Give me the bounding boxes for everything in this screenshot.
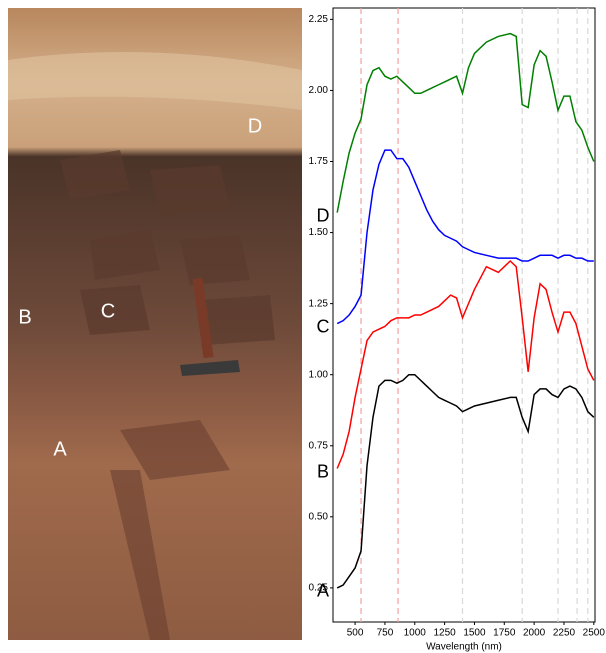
x-tick-label: 1500	[463, 628, 486, 639]
x-tick-label: 2500	[583, 628, 606, 639]
series-label: A	[317, 581, 329, 601]
photo-label: C	[101, 300, 115, 322]
x-tick-label: 500	[347, 628, 364, 639]
series-line	[337, 375, 594, 588]
photo-label: D	[248, 115, 262, 137]
y-tick-label: 1.00	[309, 369, 329, 380]
x-tick-label: 1250	[433, 628, 456, 639]
x-tick-label: 1750	[493, 628, 516, 639]
series-line	[337, 150, 594, 323]
y-tick-label: 1.75	[309, 156, 329, 167]
figure: A B C D Wavelength (nm) 0.250.500.751.00…	[0, 0, 606, 653]
series-line	[337, 261, 594, 469]
y-tick-label: 2.00	[309, 85, 329, 96]
series-label: C	[317, 316, 330, 336]
y-tick-label: 1.25	[309, 298, 329, 309]
x-axis-label: Wavelength (nm)	[426, 642, 502, 653]
page: A B C D Wavelength (nm) 0.250.500.751.00…	[0, 0, 606, 653]
y-tick-label: 1.50	[309, 227, 329, 238]
x-tick-label: 750	[377, 628, 394, 639]
x-tick-label: 2000	[523, 628, 546, 639]
y-tick-label: 0.50	[309, 511, 329, 522]
series-line	[337, 34, 594, 213]
photo-label: A	[53, 438, 67, 460]
series-label: B	[317, 461, 329, 481]
series-label: D	[317, 205, 330, 225]
x-tick-label: 1000	[404, 628, 427, 639]
photo	[8, 8, 302, 640]
photo-label: B	[18, 306, 31, 328]
y-tick-label: 2.25	[309, 14, 329, 25]
y-tick-label: 0.75	[309, 440, 329, 451]
x-tick-label: 2250	[553, 628, 576, 639]
